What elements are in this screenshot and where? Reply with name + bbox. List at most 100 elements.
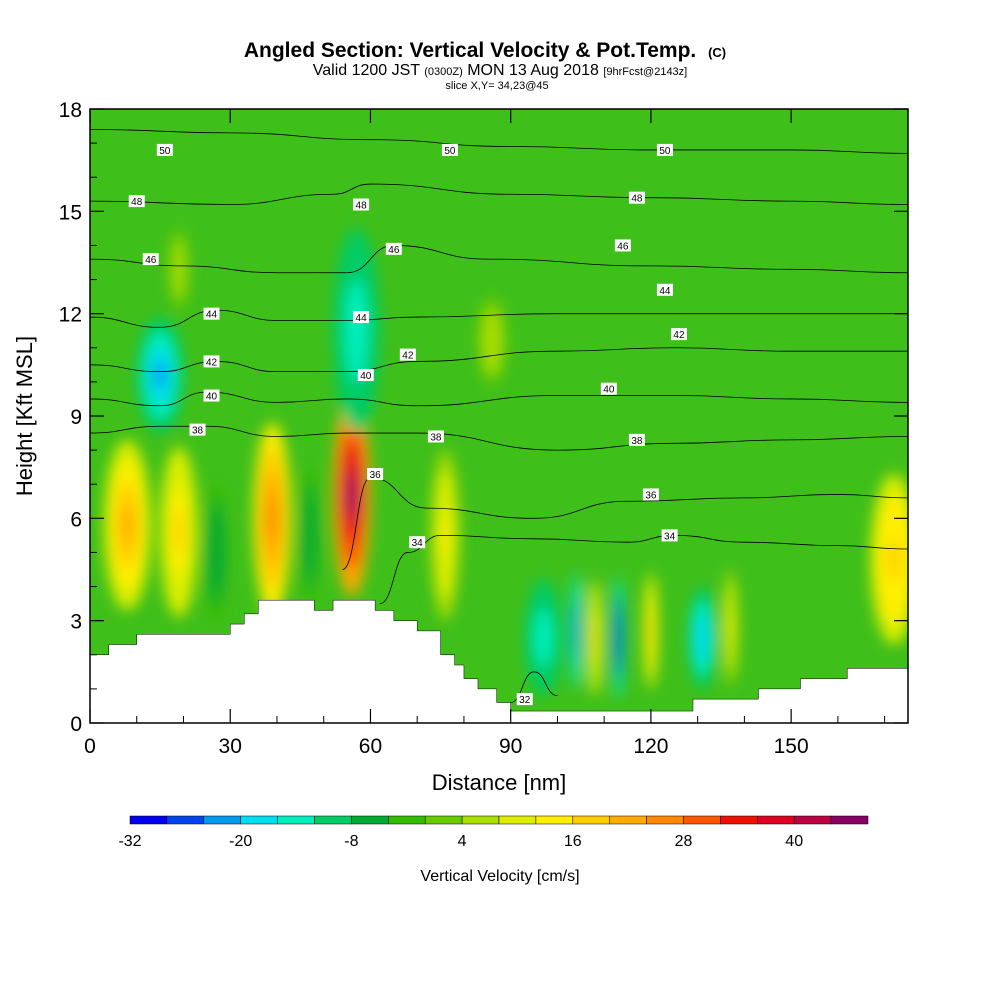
contour-label-box <box>516 693 533 706</box>
velocity-cell-0-ring-3 <box>154 360 166 390</box>
contour-label-0: 50 <box>156 143 173 157</box>
velocity-cell-0 <box>136 317 184 434</box>
contour-label-box <box>357 369 374 382</box>
colorbar-swatch-17 <box>757 815 795 825</box>
contour-label-2: 50 <box>656 143 673 157</box>
isentrope-42 <box>90 347 908 373</box>
velocity-cell-11 <box>524 579 563 696</box>
contour-label-15: 40 <box>203 389 220 403</box>
x-tick-label-30: 30 <box>219 735 242 758</box>
x-tick-label-120: 120 <box>633 735 668 758</box>
subtitle-date: MON 13 Aug 2018 <box>467 62 599 79</box>
contour-label-box <box>656 143 673 156</box>
velocity-cell-13 <box>587 579 602 696</box>
contour-label-box <box>399 348 416 361</box>
contour-label-text: 46 <box>617 241 629 252</box>
isentrope-46 <box>90 245 908 274</box>
contour-label-16: 40 <box>357 369 374 382</box>
contour-label-21: 36 <box>367 467 384 481</box>
colorbar-tick-label-40: 40 <box>785 833 803 850</box>
y-tick-label-6: 6 <box>70 508 82 531</box>
velocity-cell-7 <box>333 392 371 597</box>
contour-label-10: 44 <box>353 311 370 324</box>
colorbar-swatch-4 <box>277 815 315 825</box>
contour-label-12: 42 <box>203 355 220 368</box>
contour-label-text: 44 <box>206 310 218 321</box>
velocity-cell-10-ring-3 <box>488 329 496 353</box>
contour-label-box <box>128 195 145 208</box>
x-tick-label-90: 90 <box>499 735 522 758</box>
velocity-cell-5 <box>253 422 291 614</box>
contour-label-25: 32 <box>516 693 533 706</box>
contour-label-box <box>614 239 631 252</box>
colorbar-title: Vertical Velocity [cm/s] <box>420 868 579 885</box>
contour-label-13: 42 <box>399 348 416 362</box>
contour-label-9: 44 <box>203 307 220 321</box>
colorbar-swatch-2 <box>203 815 241 825</box>
contour-label-text: 34 <box>412 538 424 549</box>
colorbar-swatch-9 <box>461 815 500 825</box>
x-tick-label-60: 60 <box>359 735 382 758</box>
velocity-cell-2 <box>104 439 151 611</box>
terrain-mask <box>90 599 908 723</box>
isentrope-48 <box>90 183 908 205</box>
contour-label-box <box>642 488 659 501</box>
contour-label-22: 36 <box>642 488 659 501</box>
contour-label-box <box>427 430 444 443</box>
contour-label-11: 44 <box>656 283 673 297</box>
y-tick-label-0: 0 <box>70 713 82 736</box>
contour-label-text: 50 <box>444 146 456 157</box>
colorbar-swatch-8 <box>424 815 463 825</box>
y-tick-label-3: 3 <box>70 611 82 634</box>
velocity-cell-15-ring-3 <box>649 616 653 646</box>
colorbar-swatch-15 <box>683 815 721 825</box>
x-axis: 0 30 60 90 120 150 <box>84 109 886 758</box>
velocity-cell-12 <box>570 572 582 689</box>
velocity-cell-10 <box>477 296 507 386</box>
contour-label-box <box>656 283 673 296</box>
colorbar-tick-label--32: -32 <box>118 833 141 850</box>
contour-label-box <box>670 328 687 341</box>
chart-slice-label: slice X,Y= 34,23@45 <box>445 80 548 92</box>
contour-label-box <box>600 382 617 395</box>
colorbar-swatch-14 <box>646 815 684 825</box>
contour-label-20: 38 <box>628 433 645 447</box>
contour-label-4: 48 <box>353 198 370 212</box>
contour-label-text: 50 <box>659 146 671 157</box>
velocity-cell-15 <box>643 572 658 689</box>
colorbar-swatch-16 <box>720 815 758 825</box>
velocity-cell-12-ring-3 <box>574 616 578 646</box>
velocity-cell-5-ring-3 <box>267 494 277 543</box>
y-tick-label-12: 12 <box>59 304 82 327</box>
contour-label-text: 40 <box>360 371 372 382</box>
contour-label-24: 34 <box>661 529 678 542</box>
velocity-cell-14-ring-3 <box>616 622 620 654</box>
subtitle-utc: (0300Z) <box>424 66 463 78</box>
contour-label-box <box>661 529 678 542</box>
velocity-field <box>104 228 908 700</box>
contour-label-text: 46 <box>388 245 400 256</box>
isentrope-44 <box>90 309 908 328</box>
chart-title: Angled Section: Vertical Velocity & Pot.… <box>244 39 726 62</box>
velocity-cell-17-ring-3 <box>728 612 733 642</box>
contour-label-text: 36 <box>370 470 382 481</box>
contour-label-box <box>628 191 645 204</box>
contour-label-text: 40 <box>206 392 218 403</box>
contour-label-text: 48 <box>131 197 143 208</box>
contour-label-7: 46 <box>385 242 402 256</box>
colorbar-tick-labels: -32 -20 -8 4 16 28 40 <box>118 833 803 850</box>
velocity-cell-6-ring-3 <box>307 518 313 553</box>
title-suffix: (C) <box>708 45 726 60</box>
contour-label-text: 46 <box>145 255 157 266</box>
colorbar-swatch-11 <box>535 815 574 825</box>
contour-label-box <box>367 467 384 480</box>
contour-label-text: 38 <box>430 432 442 443</box>
x-tick-label-150: 150 <box>774 735 809 758</box>
velocity-cell-16 <box>688 586 717 689</box>
velocity-cell-17 <box>723 569 738 686</box>
contour-label-box <box>385 242 402 255</box>
title-main: Angled Section: Vertical Velocity & Pot.… <box>244 39 696 62</box>
colorbar-tick-label-16: 16 <box>564 833 582 850</box>
contour-label-18: 38 <box>189 423 206 437</box>
velocity-cell-3-ring-3 <box>174 510 184 554</box>
